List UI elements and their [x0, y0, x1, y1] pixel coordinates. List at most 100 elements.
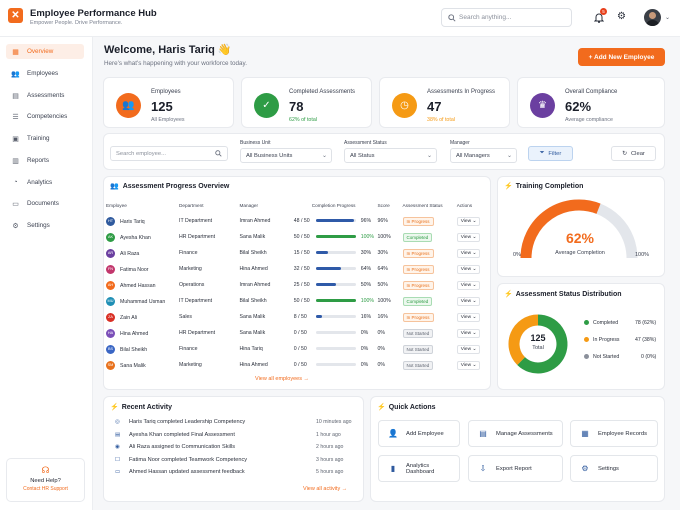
bolt-icon: ⚡: [504, 291, 513, 298]
chevron-down-icon[interactable]: ⌄: [665, 15, 671, 21]
gauge-max-label: 100%: [635, 252, 650, 258]
column-header: Completion Progress: [311, 202, 356, 208]
progress-percent: 30%: [360, 250, 372, 256]
filter-button[interactable]: ⏷ Filter: [528, 146, 573, 161]
employee-name[interactable]: Muhammad Usman: [120, 298, 166, 305]
avatar: AR: [106, 248, 115, 258]
quick-action-add-employee[interactable]: 👤 Add Employee: [378, 420, 460, 447]
view-button[interactable]: View ⌄: [456, 328, 481, 338]
add-new-employee-button[interactable]: + Add New Employee: [578, 48, 665, 66]
manager-select[interactable]: All Managers ⌄: [450, 148, 517, 163]
legend-not-started-value: 0 (0%): [641, 354, 657, 360]
employee-name[interactable]: Ayesha Khan: [120, 234, 151, 241]
sidebar-item-documents[interactable]: ▭ Documents: [6, 196, 84, 211]
app-logo: ✕: [8, 8, 23, 23]
clear-button[interactable]: ↻ Clear: [611, 146, 656, 161]
sidebar-item-settings[interactable]: ⚙ Settings: [6, 218, 84, 233]
quick-action-analytics-dashboard[interactable]: ▮ Analytics Dashboard: [378, 455, 460, 482]
assessment-status-select[interactable]: All Status ⌄: [344, 148, 437, 163]
column-header: Assessment Status: [402, 202, 443, 208]
status-cell: In Progress: [402, 309, 457, 325]
sidebar-item-overview[interactable]: ▦ Overview: [6, 44, 84, 59]
chevron-down-icon: ⌄: [472, 250, 477, 256]
actions-cell: View ⌄: [456, 325, 486, 341]
employee-cell: FN Fatima Noor: [106, 261, 179, 277]
view-button[interactable]: View ⌄: [456, 264, 481, 274]
progress-bar-fill: [315, 251, 328, 255]
business-unit-select[interactable]: All Business Units ⌄: [240, 148, 332, 163]
table-row: AH Ahmed Hassan Operations Imran Ahmed 25 / …: [106, 277, 486, 293]
sidebar-item-employees[interactable]: 👥 Employees: [6, 66, 84, 81]
employee-name[interactable]: Ahmed Hassan: [120, 282, 156, 289]
status-donut: [508, 314, 568, 374]
view-button[interactable]: View ⌄: [456, 344, 481, 354]
employee-cell: HA Hina Ahmed: [106, 325, 179, 341]
view-button[interactable]: View ⌄: [456, 248, 481, 258]
status-cell: Not Started: [402, 325, 457, 341]
records-icon: ▦: [581, 429, 589, 438]
legend-dot: [584, 337, 589, 343]
notification-bell-button[interactable]: 5: [593, 8, 607, 24]
global-search-input[interactable]: Search anything...: [441, 8, 572, 27]
headset-icon: ☊: [41, 465, 50, 475]
view-button[interactable]: View ⌄: [456, 280, 481, 290]
view-button[interactable]: View ⌄: [456, 312, 481, 322]
progress-percent: 0%: [360, 346, 369, 352]
manager-cell: Hina Ahmed: [239, 266, 268, 272]
bolt-icon: ⚡: [110, 404, 119, 411]
progress-bar: [315, 299, 356, 303]
chevron-down-icon: ⌄: [472, 314, 477, 320]
employee-name[interactable]: Zain Ali: [120, 314, 138, 321]
quick-actions-title-text: Quick Actions: [388, 404, 436, 411]
employee-name[interactable]: Fatima Noor: [120, 266, 149, 273]
employee-name[interactable]: Bilal Sheikh: [120, 346, 148, 353]
employee-name[interactable]: Sana Malik: [120, 362, 146, 369]
employee-name[interactable]: Ali Raza: [120, 250, 140, 257]
view-button[interactable]: View ⌄: [456, 296, 481, 306]
status-badge: Not Started: [402, 328, 434, 338]
employee-search-input[interactable]: Search employee...: [110, 146, 228, 161]
sidebar-item-label: Competencies: [27, 113, 68, 120]
quick-action-export-report[interactable]: ⇩ Export Report: [468, 455, 563, 482]
filter-icon: ⏷: [539, 150, 545, 156]
progress-count: 50 / 50: [293, 298, 310, 304]
view-button[interactable]: View ⌄: [456, 232, 481, 242]
sidebar-item-reports[interactable]: ▥ Reports: [6, 153, 84, 168]
manager-cell: Sana Malik: [239, 314, 266, 320]
column-header: Manager: [239, 202, 259, 208]
view-all-activity-link[interactable]: View all activity →: [303, 486, 348, 492]
assessment-progress-title: 👥 Assessment Progress Overview: [110, 182, 229, 190]
employee-name[interactable]: Haris Tariq: [120, 218, 145, 225]
activity-time: 3 hours ago: [316, 456, 344, 463]
employee-name[interactable]: Hina Ahmed: [120, 330, 149, 337]
quick-action-manage-assessments[interactable]: ▤ Manage Assessments: [468, 420, 563, 447]
donut-slice: [508, 314, 539, 365]
actions-cell: View ⌄: [456, 341, 486, 357]
activity-text: Haris Tariq completed Leadership Compete…: [129, 419, 246, 425]
progress-bar: [315, 219, 356, 223]
chevron-down-icon: ⌄: [472, 362, 477, 368]
sidebar-item-assessments[interactable]: ▤ Assessments: [6, 88, 84, 103]
app-name: Employee Performance Hub: [30, 8, 157, 19]
quick-action-settings[interactable]: ⚙ Settings: [570, 455, 658, 482]
sidebar-item-analytics[interactable]: ◔ Analytics: [6, 175, 84, 190]
settings-gear-button[interactable]: ⚙: [617, 11, 626, 22]
status-badge: In Progress: [402, 248, 434, 258]
sidebar-item-training[interactable]: ▣ Training: [6, 131, 84, 146]
contact-hr-support-link[interactable]: Contact HR Support: [23, 486, 68, 492]
employee-cell: AR Ali Raza: [106, 245, 179, 261]
user-avatar[interactable]: [644, 9, 661, 26]
view-all-employees-link[interactable]: View all employees →: [255, 376, 310, 382]
view-button[interactable]: View ⌄: [456, 216, 481, 226]
sidebar-item-competencies[interactable]: ☰ Competencies: [6, 109, 84, 124]
score-cell: 64%: [377, 266, 388, 272]
stat-foot: Average compliance: [565, 117, 613, 123]
progress-bar: [315, 363, 356, 367]
view-button[interactable]: View ⌄: [456, 360, 481, 370]
progress-cell: 32 / 50 64%: [294, 261, 378, 277]
progress-cell: 8 / 50 16%: [294, 309, 378, 325]
quick-action-employee-records[interactable]: ▦ Employee Records: [570, 420, 658, 447]
department-cell: Sales: [179, 314, 192, 320]
legend-label: Not Started: [593, 354, 620, 360]
progress-percent: 96%: [360, 218, 372, 224]
